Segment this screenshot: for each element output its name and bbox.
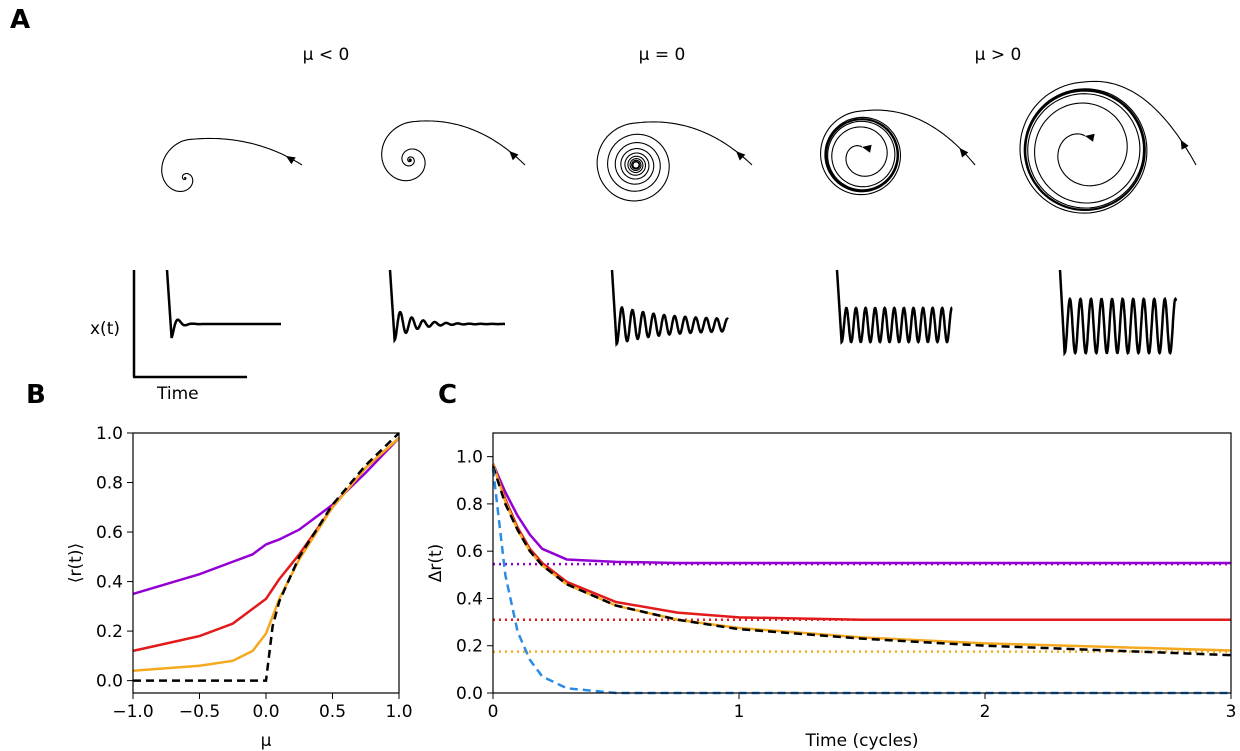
column-title: μ < 0 [303,45,350,65]
x-tick-label: 0.0 [252,702,279,722]
series-line [133,432,400,682]
time-trace [835,269,953,345]
phase-trajectory [161,137,303,192]
x-axis-label: Time (cycles) [804,731,918,751]
y-tick-label: 1.0 [96,424,123,444]
y-tick-label: 0.2 [96,622,123,642]
y-tick-label: 0.8 [456,495,483,515]
series-line [491,463,1232,652]
arrowhead [1180,139,1189,150]
series-line [132,437,400,672]
series-line [132,437,400,596]
y-tick-label: 0.6 [96,523,123,543]
time-trace [165,269,281,339]
y-tick-label: 0.6 [456,542,483,562]
x-tick-label: −0.5 [179,702,220,722]
x-tick-label: 3 [1226,702,1237,722]
arrowhead [959,147,969,158]
x-tick-label: 1 [734,702,745,722]
phase-trajectory [1024,89,1146,211]
series-line [491,465,1232,657]
x-tick-label: 1.0 [385,702,412,722]
y-tick-label: 0.0 [456,684,483,704]
time-trace [388,269,505,344]
y-tick-label: 0.2 [456,637,483,657]
y-axis-label: ⟨r(t)⟩ [66,543,86,583]
x-tick-label: −1.0 [112,702,153,722]
series-line [491,463,1231,621]
arrowhead [862,144,872,153]
arrowhead [736,151,746,161]
x-tick-label: 0.5 [319,702,346,722]
phase-trajectory [596,121,753,202]
arrowhead [509,151,519,161]
series-line [491,463,1231,565]
phase-trajectory [381,120,526,182]
arrowhead [285,156,296,165]
illustrations [161,80,1197,357]
plot-frame [132,432,400,694]
y-tick-label: 0.0 [96,672,123,692]
y-tick-label: 0.4 [96,573,123,593]
fixed-point [633,162,639,168]
panel-label: A [10,5,30,35]
time-trace [1058,269,1178,357]
plot-frame [492,432,1232,694]
phase-trajectory [825,118,899,192]
column-title: μ > 0 [975,45,1022,65]
x-tick-label: 2 [980,702,991,722]
arrowhead [1085,133,1095,142]
panel-label: B [26,380,46,410]
panel-label: C [438,380,457,410]
x-axis-label: μ [261,731,272,751]
series-line [491,468,1231,695]
y-tick-label: 0.8 [96,474,123,494]
y-tick-label: 1.0 [456,448,483,468]
y-axis-label: Δr(t) [426,544,446,583]
axis-label: x(t) [90,319,120,339]
column-title: μ = 0 [639,45,686,65]
axis-label: Time [156,384,199,404]
time-trace [610,269,729,347]
x-tick-label: 0 [488,702,499,722]
y-tick-label: 0.4 [456,589,483,609]
